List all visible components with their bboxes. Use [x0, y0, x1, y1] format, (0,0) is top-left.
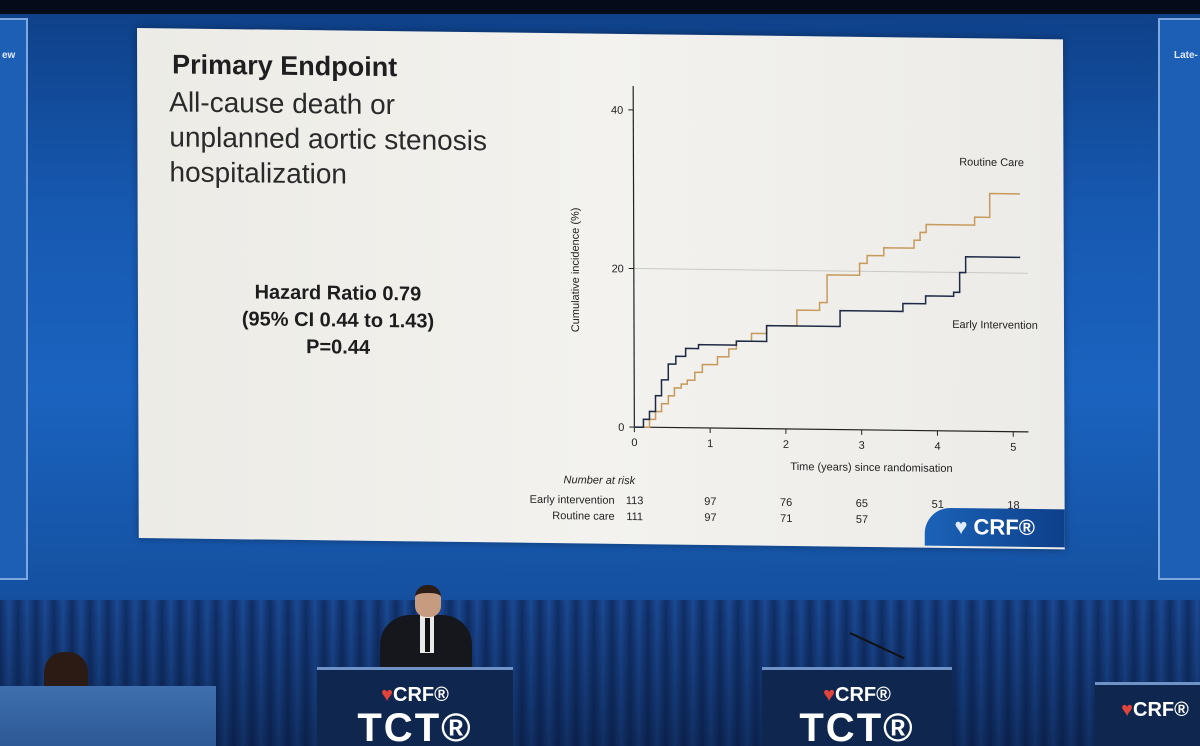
- y-tick-label: 40: [611, 105, 623, 117]
- chart-axes: 0 20 40 0 1 2 3 4 5: [611, 86, 1029, 454]
- left-side-screen: ew: [0, 18, 28, 580]
- x-tick-label: 3: [859, 440, 865, 452]
- podium-right: ♥CRF® TCT®: [762, 667, 952, 746]
- chart-gridline-group: [633, 268, 1028, 274]
- heart-logo-icon: ♥: [954, 513, 968, 540]
- x-tick-label: 2: [783, 439, 789, 451]
- number-at-risk-table: Number at risk Early intervention 113 97 76 6…: [530, 474, 1020, 526]
- risk-value: 111: [626, 511, 643, 523]
- crf-logo-text: CRF®: [973, 514, 1035, 540]
- x-tick-label: 1: [707, 438, 713, 450]
- presenter-head: [415, 585, 441, 617]
- series-line-routine-care: [634, 192, 1020, 429]
- ceiling: [0, 0, 1200, 14]
- podium-far-right: ♥CRF®: [1095, 682, 1200, 746]
- number-at-risk-title: Number at risk: [564, 474, 636, 487]
- presenter-tie: [425, 618, 430, 652]
- left-side-screen-text: ew: [2, 50, 16, 61]
- risk-value: 57: [856, 514, 868, 526]
- x-tick-label: 0: [631, 437, 637, 449]
- chart-labels-group: Time (years) since randomisation Cumulati…: [570, 156, 1038, 475]
- heart-logo-icon: ♥: [1121, 699, 1134, 721]
- x-axis-line: [634, 426, 1029, 433]
- y-tick-label: 0: [618, 422, 624, 434]
- x-tick-label: 5: [1010, 442, 1016, 454]
- podium-right-tct-logo: TCT®: [799, 706, 915, 746]
- risk-value: 76: [780, 497, 792, 509]
- risk-value: 65: [856, 498, 868, 510]
- right-side-screen: Late-: [1158, 18, 1200, 580]
- seated-person: [44, 652, 88, 692]
- chart-series-group: [634, 192, 1021, 429]
- podium-far-crf-logo: ♥CRF®: [1121, 699, 1189, 721]
- podium-center-crf-logo: ♥CRF®: [381, 684, 449, 706]
- risk-value: 97: [704, 496, 716, 508]
- podium-center-tct-logo: TCT®: [357, 706, 473, 746]
- risk-value: 51: [932, 499, 944, 511]
- crf-logo-badge: ♥ CRF®: [924, 507, 1065, 548]
- presenter: [380, 585, 472, 670]
- risk-value: 71: [780, 513, 792, 525]
- annotation-routine-care: Routine Care: [959, 156, 1024, 169]
- risk-value: 97: [704, 512, 716, 524]
- presentation-slide: Primary Endpoint All-cause death or unpl…: [137, 28, 1065, 550]
- podium-center: ♥CRF® TCT®: [317, 667, 513, 746]
- risk-row-label: Routine care: [552, 510, 614, 523]
- podium-right-crf-logo: ♥CRF®: [823, 684, 891, 706]
- x-axis-title: Time (years) since randomisation: [790, 461, 952, 475]
- right-side-screen-text: Late-: [1174, 50, 1198, 61]
- heart-logo-icon: ♥: [823, 684, 836, 706]
- heart-logo-icon: ♥: [381, 684, 394, 706]
- y-axis-line: [632, 86, 635, 428]
- y-axis-title: Cumulative incidence (%): [570, 207, 582, 332]
- series-line-early-intervention: [634, 255, 1021, 428]
- panel-desk: [0, 686, 216, 746]
- kaplan-meier-chart: 0 20 40 0 1 2 3 4 5 Time (years) since randomisa…: [530, 86, 1038, 526]
- risk-value: 113: [626, 495, 644, 507]
- reference-gridline: [633, 268, 1028, 274]
- annotation-early-intervention: Early Intervention: [952, 319, 1038, 332]
- risk-row-label: Early intervention: [530, 494, 615, 507]
- y-tick-label: 20: [612, 263, 624, 275]
- x-tick-label: 4: [934, 441, 940, 453]
